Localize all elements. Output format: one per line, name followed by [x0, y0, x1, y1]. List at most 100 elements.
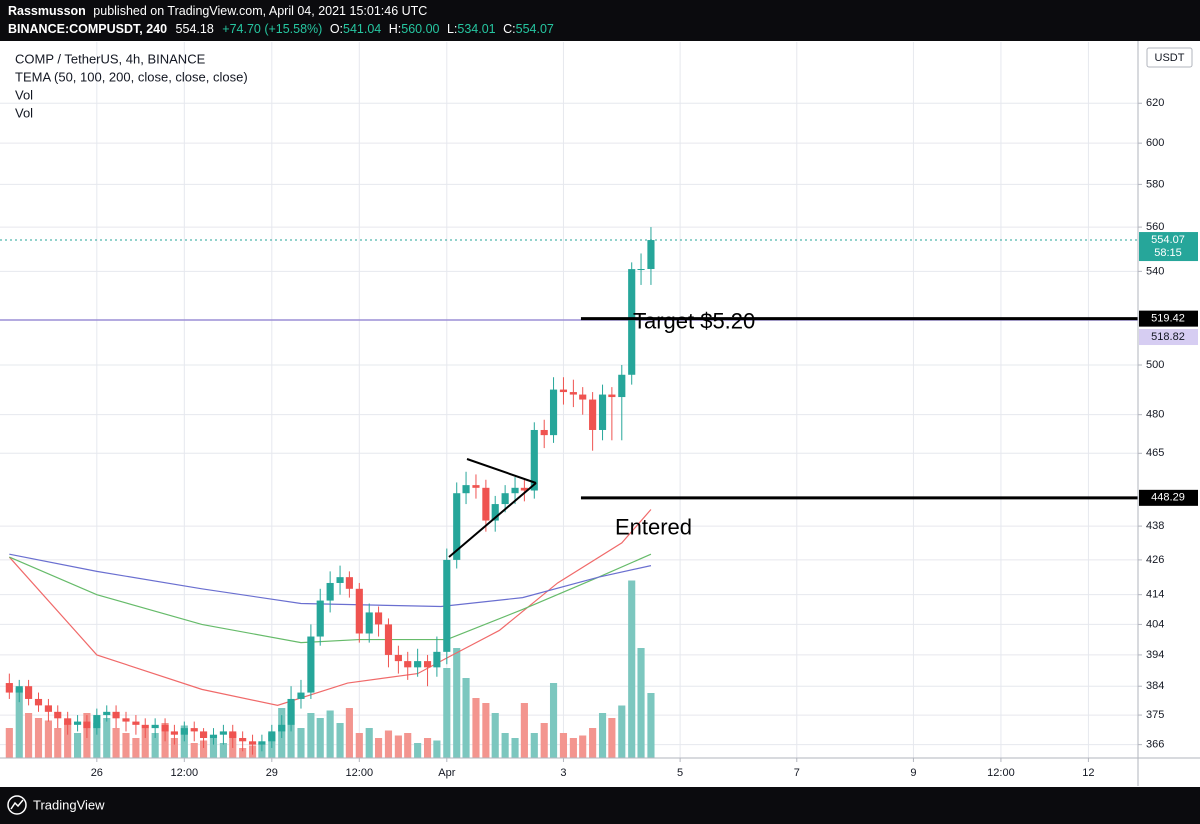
- x-tick-label: 3: [560, 767, 566, 779]
- level-tag: [1139, 489, 1198, 506]
- volume-bar: [462, 678, 470, 758]
- volume-bar: [219, 743, 227, 758]
- volume-bar: [15, 688, 23, 758]
- volume-bar: [374, 738, 383, 758]
- volume-bar: [618, 705, 626, 758]
- header-line-1: Rassmusson published on TradingView.com,…: [8, 4, 427, 18]
- volume-bar: [141, 728, 149, 758]
- volume-bar: [443, 668, 451, 758]
- volume-bar: [637, 648, 645, 758]
- candle-body: [608, 394, 616, 398]
- volume-bar: [25, 713, 33, 758]
- level-annotation: Target $5.20: [633, 308, 755, 333]
- candle-body: [103, 711, 111, 716]
- candle-body: [569, 392, 577, 395]
- volume-bar: [501, 733, 509, 758]
- volume-bar: [239, 748, 247, 758]
- volume-bar: [209, 738, 218, 758]
- volume-bar: [569, 738, 577, 758]
- x-tick-label: 12:00: [171, 767, 199, 779]
- candle-body: [161, 724, 169, 732]
- x-tick-label: 26: [91, 767, 103, 779]
- volume-bar: [453, 648, 461, 758]
- candle-body: [219, 731, 227, 735]
- candle-body: [258, 741, 266, 745]
- logo-glyph: [10, 799, 24, 810]
- candle-body: [112, 711, 120, 719]
- volume-bar: [511, 738, 519, 758]
- y-tick-label: 465: [1146, 447, 1164, 459]
- level-annotation: Entered: [615, 515, 692, 540]
- ohlc-value: 534.01: [457, 22, 495, 36]
- candle-body: [511, 487, 519, 494]
- x-tick-label: 9: [910, 767, 916, 779]
- level-tag-label: 448.29: [1151, 492, 1185, 504]
- volume-bar: [180, 725, 188, 758]
- candle-body: [598, 394, 607, 430]
- ohlc-value: 560.00: [401, 22, 439, 36]
- currency-box: [1146, 47, 1193, 68]
- y-tick-label: 540: [1146, 265, 1164, 277]
- candle-body: [74, 721, 82, 725]
- candle-body: [180, 728, 188, 735]
- volume-bar: [404, 733, 412, 758]
- pennant-upper: [466, 458, 537, 484]
- volume-bar: [559, 733, 568, 758]
- volume-bar: [384, 730, 393, 758]
- candle-body: [637, 269, 645, 271]
- candle-body: [132, 721, 140, 725]
- volume-bar: [491, 713, 499, 758]
- plot-area: 3663753843944044144264384654805005405605…: [0, 42, 1164, 779]
- published: published on TradingView.com, April 04, …: [93, 4, 427, 18]
- legend-tema: TEMA (50, 100, 200, close, close, close): [15, 69, 248, 84]
- volume-bar: [170, 738, 178, 758]
- volume-bar: [414, 743, 422, 758]
- x-tick-label: Apr: [438, 767, 455, 779]
- y-tick-label: 375: [1146, 709, 1164, 721]
- candle-body: [170, 731, 178, 735]
- candle-body: [316, 600, 324, 637]
- volume-bar: [199, 740, 208, 758]
- volume-bar: [520, 703, 528, 758]
- candle-body: [501, 493, 509, 505]
- ohlc-label: O:: [330, 22, 343, 36]
- price-countdown: 58:15: [1154, 247, 1182, 259]
- price-tag: [1139, 232, 1198, 262]
- ohlc-label: C:: [503, 22, 516, 36]
- x-tick-label: 5: [677, 767, 683, 779]
- candle-body: [326, 582, 334, 601]
- candle-body: [345, 577, 353, 589]
- candle-body: [190, 728, 198, 732]
- candle-body: [423, 661, 432, 668]
- y-tick-label: 404: [1146, 618, 1164, 630]
- y-tick-label: 480: [1146, 409, 1164, 421]
- level-tag: [1139, 310, 1198, 327]
- candle-body: [433, 651, 441, 668]
- candle-body: [278, 724, 286, 732]
- candle-body: [549, 389, 558, 436]
- brand-logo: [7, 795, 27, 815]
- candle-body: [5, 683, 13, 693]
- volume-bar: [345, 708, 353, 758]
- candle-body: [229, 731, 237, 738]
- volume-bar: [112, 728, 120, 758]
- candle-body: [520, 487, 528, 491]
- legend-symbol: COMP / TetherUS, 4h, BINANCE: [15, 51, 206, 66]
- candle-body: [15, 686, 23, 693]
- candle-body: [25, 686, 33, 699]
- y-tick-label: 366: [1146, 739, 1164, 751]
- candle-body: [209, 734, 218, 738]
- level-tag-label: 519.42: [1151, 313, 1185, 325]
- volume-bar: [297, 728, 305, 758]
- ohlc-label: H:: [389, 22, 402, 36]
- x-tick-label: 12:00: [346, 767, 374, 779]
- volume-bar: [190, 743, 198, 758]
- change: +74.70 (+15.58%): [222, 22, 322, 36]
- y-tick-label: 580: [1146, 178, 1164, 190]
- candle-body: [365, 612, 373, 634]
- candle-body: [122, 718, 130, 722]
- ohlc-value: 541.04: [343, 22, 381, 36]
- tema-line: [9, 553, 652, 608]
